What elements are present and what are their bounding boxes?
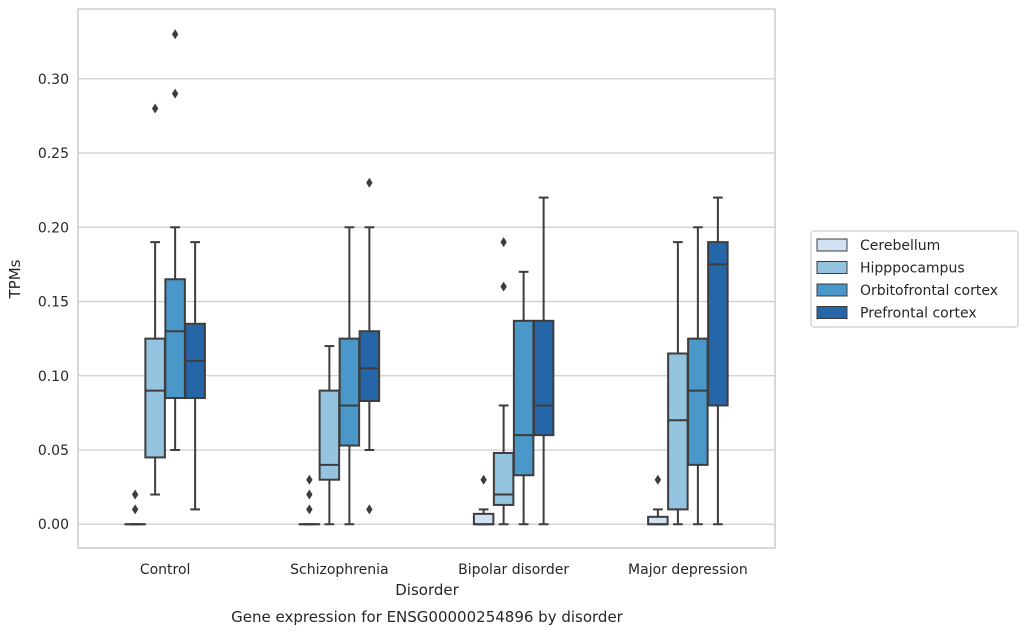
box-hipppocampus	[492, 237, 515, 526]
box-iqr	[512, 319, 535, 477]
outlier-marker	[131, 489, 139, 500]
outlier-marker	[306, 504, 313, 515]
box-hipppocampus	[667, 241, 689, 526]
y-tick-label: 0.10	[38, 369, 69, 385]
x-tick-labels: Control Schizophrenia Bipolar disorder Majo…	[140, 562, 748, 578]
box-orbitofrontal-cortex	[512, 270, 535, 526]
legend-swatch	[816, 306, 848, 319]
legend-label: Hipppocampus	[860, 261, 965, 277]
y-tick-label: 0.20	[38, 220, 69, 236]
outlier-marker	[306, 474, 313, 485]
x-tick-label: Control	[140, 562, 191, 578]
box-iqr	[164, 278, 186, 400]
outlier-marker	[480, 474, 487, 485]
box-iqr	[318, 389, 341, 481]
legend-swatch	[816, 283, 848, 297]
box-prefrontal-cortex	[707, 196, 729, 526]
outlier-marker	[171, 88, 179, 99]
y-tick-label: 0.30	[38, 72, 69, 88]
legend-swatch	[816, 238, 848, 252]
box-iqr	[492, 451, 515, 506]
box-prefrontal-cortex	[358, 177, 381, 515]
legend: Cerebellum Hipppocampus Orbitofrontal cort…	[810, 230, 1019, 328]
box-iqr	[667, 352, 689, 511]
box-prefrontal-cortex	[532, 196, 555, 526]
outlier-marker	[151, 103, 159, 114]
outlier-marker	[366, 504, 373, 515]
x-tick-label: Major depression	[628, 562, 748, 578]
x-axis-label: Disorder	[395, 581, 459, 599]
plot-area	[77, 8, 776, 549]
outlier-marker	[306, 489, 313, 500]
y-tick-label: 0.25	[38, 146, 69, 162]
y-tick-label: 0.05	[38, 443, 69, 459]
y-tick-label: 0.15	[38, 295, 69, 311]
box-orbitofrontal-cortex	[164, 29, 186, 451]
outlier-marker	[171, 29, 179, 40]
box-hipppocampus	[318, 345, 341, 526]
box-cerebellum	[124, 489, 146, 526]
legend-label: Prefrontal cortex	[860, 306, 977, 322]
box-iqr	[647, 515, 669, 526]
figure-caption: Gene expression for ENSG00000254896 by d…	[231, 608, 624, 626]
plot-frame	[77, 8, 776, 549]
box-iqr	[687, 337, 709, 466]
legend-label: Cerebellum	[860, 238, 940, 254]
box-hipppocampus	[144, 103, 166, 496]
box-iqr	[532, 319, 555, 437]
y-tick-label: 0.00	[38, 517, 69, 533]
box-iqr	[707, 241, 729, 407]
box-iqr	[338, 337, 361, 447]
box-iqr	[144, 337, 166, 459]
outlier-marker	[500, 281, 507, 292]
outlier-marker	[131, 504, 139, 515]
box-orbitofrontal-cortex	[338, 226, 361, 526]
legend-label: Orbitofrontal cortex	[860, 283, 998, 299]
outlier-marker	[654, 474, 662, 485]
box-orbitofrontal-cortex	[687, 226, 709, 526]
box-cerebellum	[298, 474, 321, 526]
y-tick-labels: 0.00 0.05 0.10 0.15 0.20 0.25 0.30	[38, 72, 69, 533]
legend-frame	[810, 230, 1019, 328]
box-prefrontal-cortex	[184, 241, 206, 511]
legend-swatch	[816, 261, 848, 274]
box-iqr	[472, 512, 495, 526]
outlier-marker	[366, 177, 373, 188]
box-cerebellum	[472, 474, 495, 526]
y-axis-label: TPMs	[6, 259, 24, 299]
outlier-marker	[500, 237, 507, 248]
x-tick-label: Bipolar disorder	[458, 562, 569, 578]
box-iqr	[358, 330, 381, 403]
box-cerebellum	[647, 474, 669, 526]
x-tick-label: Schizophrenia	[290, 562, 388, 578]
